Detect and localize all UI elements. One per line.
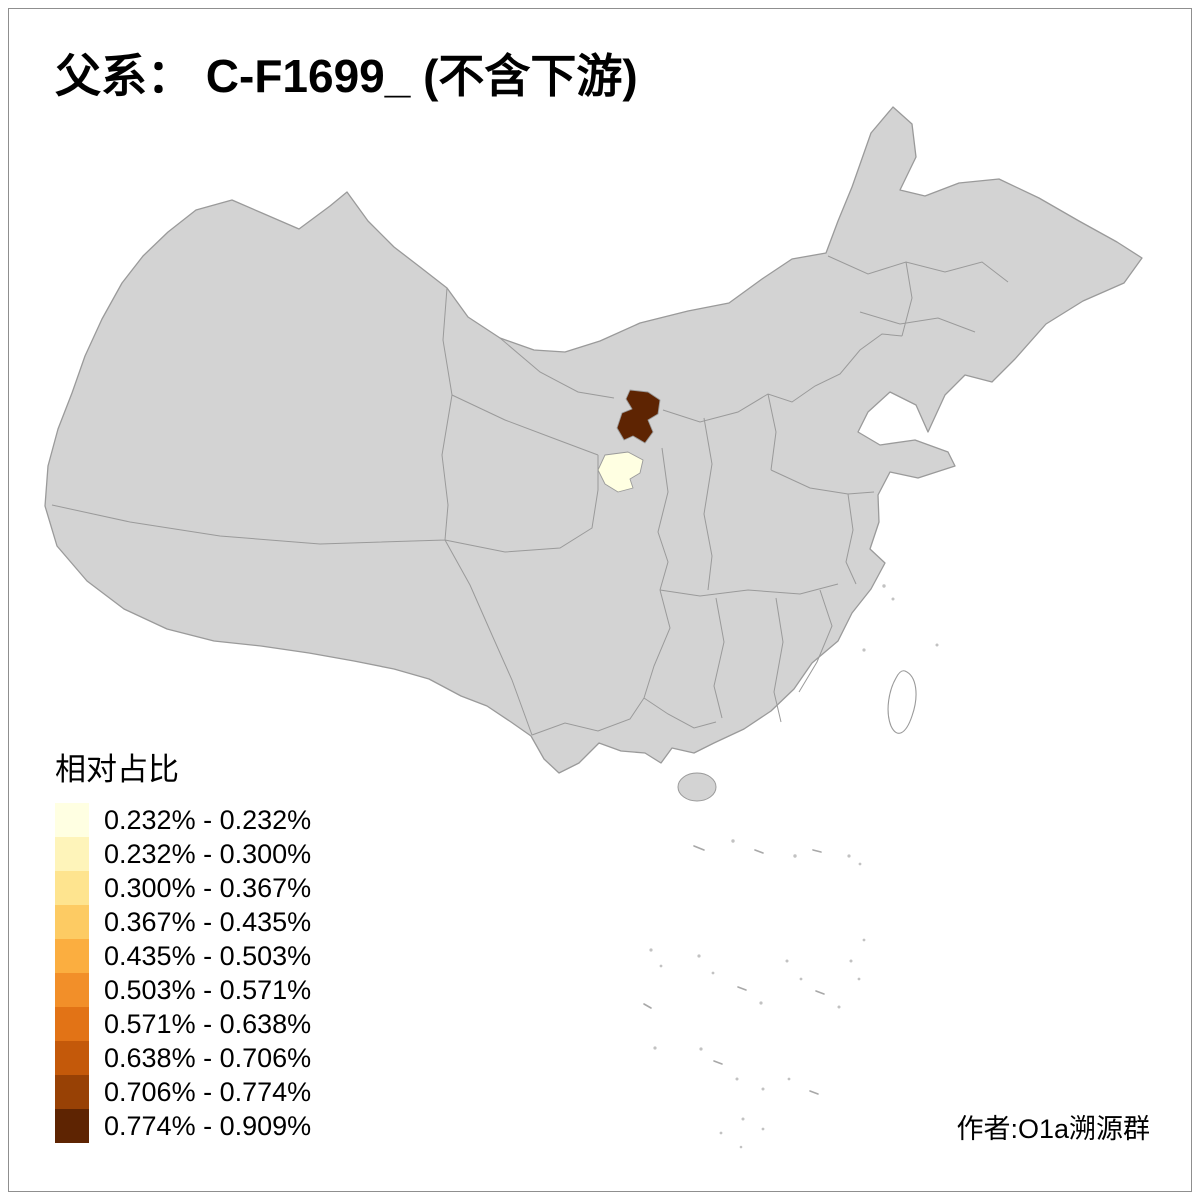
legend-item: 0.774% - 0.909%	[55, 1109, 311, 1143]
legend-swatch	[55, 973, 89, 1007]
legend-swatch	[55, 905, 89, 939]
legend-swatch	[55, 871, 89, 905]
legend-items: 0.232% - 0.232% 0.232% - 0.300% 0.300% - 0…	[55, 803, 311, 1143]
legend-swatch	[55, 1109, 89, 1143]
legend-title: 相对占比	[55, 752, 179, 787]
legend: 相对占比 0.232% - 0.232% 0.232% - 0.300% 0.300…	[55, 744, 311, 1143]
province-borders	[51, 255, 1009, 736]
legend-item: 0.367% - 0.435%	[55, 905, 311, 939]
legend-item: 0.706% - 0.774%	[55, 1075, 311, 1109]
attribution: 作者:O1a溯源群	[956, 1114, 1150, 1144]
legend-item: 0.571% - 0.638%	[55, 1007, 311, 1041]
legend-label: 0.232% - 0.232%	[104, 804, 312, 835]
legend-item: 0.638% - 0.706%	[55, 1041, 311, 1075]
legend-swatch	[55, 1075, 89, 1109]
legend-label: 0.435% - 0.503%	[104, 940, 312, 971]
region-lowest	[597, 451, 644, 493]
legend-swatch	[55, 1041, 89, 1075]
map-title: 父系： C-F1699_ (不含下游)	[55, 50, 638, 102]
legend-label: 0.638% - 0.706%	[104, 1042, 312, 1073]
legend-swatch	[55, 939, 89, 973]
region-highest	[616, 389, 661, 444]
legend-swatch	[55, 1007, 89, 1041]
legend-swatch	[55, 837, 89, 871]
legend-label: 0.367% - 0.435%	[104, 906, 312, 937]
legend-label: 0.503% - 0.571%	[104, 974, 312, 1005]
legend-item: 0.232% - 0.300%	[55, 837, 311, 871]
legend-label: 0.571% - 0.638%	[104, 1008, 312, 1039]
legend-swatch	[55, 803, 89, 837]
legend-label: 0.232% - 0.300%	[104, 838, 312, 869]
legend-label: 0.774% - 0.909%	[104, 1110, 312, 1141]
legend-label: 0.300% - 0.367%	[104, 872, 312, 903]
taiwan-island	[887, 670, 917, 734]
legend-item: 0.435% - 0.503%	[55, 939, 311, 973]
legend-label: 0.706% - 0.774%	[104, 1076, 312, 1107]
legend-item: 0.300% - 0.367%	[55, 871, 311, 905]
hainan-island	[677, 772, 717, 802]
south-china-sea-islands	[643, 584, 939, 1149]
mainland-outline	[44, 106, 1143, 774]
legend-item: 0.503% - 0.571%	[55, 973, 311, 1007]
legend-item: 0.232% - 0.232%	[55, 803, 311, 837]
